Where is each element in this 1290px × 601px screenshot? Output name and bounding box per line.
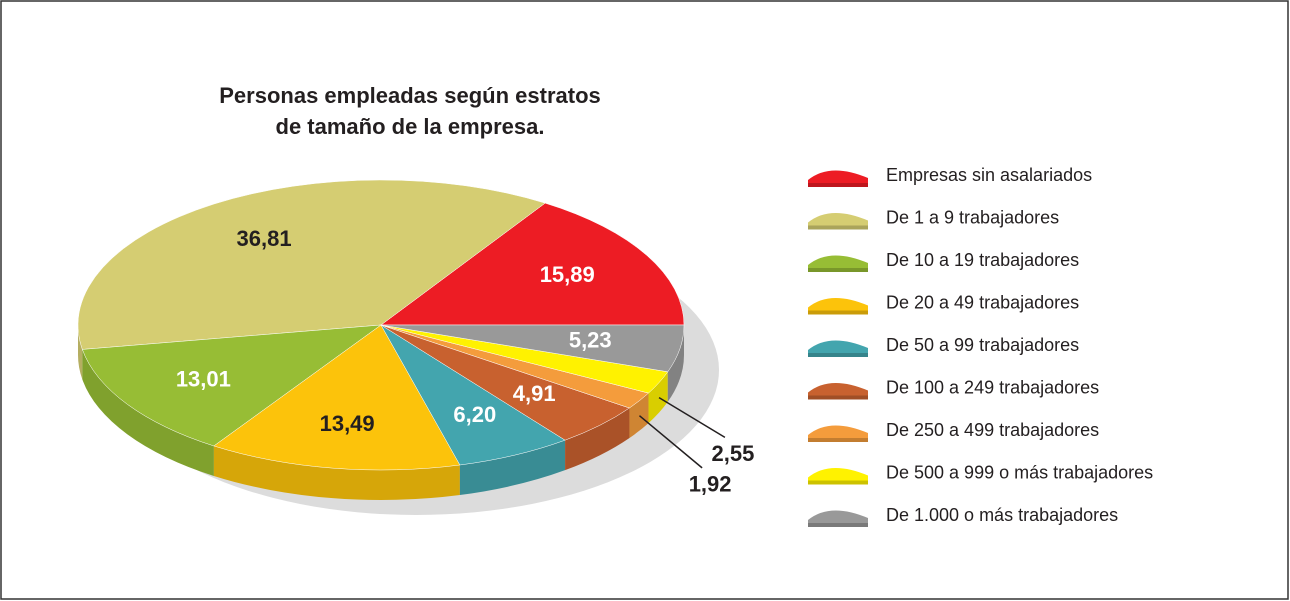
legend-label: De 250 a 499 trabajadores [886, 420, 1099, 440]
legend-swatch [808, 340, 868, 353]
pie-side [648, 371, 668, 424]
legend-swatch [808, 425, 868, 438]
legend-label: De 20 a 49 trabajadores [886, 292, 1079, 312]
legend-label: Empresas sin asalariados [886, 165, 1092, 185]
legend-swatch-side [808, 395, 868, 400]
data-label: 36,81 [237, 226, 292, 251]
pie-slice [380, 202, 685, 326]
chart-title: de tamaño de la empresa. [276, 114, 545, 139]
legend-swatch-side [808, 225, 868, 230]
pie-slice [380, 324, 685, 373]
legend-swatch [808, 255, 868, 268]
legend-swatch-side [808, 183, 868, 187]
pie-side [213, 445, 460, 501]
data-label: 4,91 [513, 381, 556, 406]
legend-label: De 500 a 999 o más trabajadores [886, 462, 1153, 482]
legend-swatch [808, 467, 868, 481]
data-label: 15,89 [540, 262, 595, 287]
legend-swatch [808, 212, 868, 226]
chart-title: Personas empleadas según estratos [219, 83, 601, 108]
legend-swatch [808, 382, 868, 396]
pie-slice [81, 324, 382, 447]
legend-swatch-side [808, 310, 868, 315]
pie-side [82, 349, 214, 476]
legend-label: De 50 a 99 trabajadores [886, 335, 1079, 355]
pie-slice [380, 324, 566, 466]
data-label: 5,23 [569, 327, 612, 352]
data-label: 13,01 [176, 366, 231, 391]
legend-swatch [808, 170, 868, 183]
legend-swatch-side [808, 438, 868, 442]
pie-side [565, 407, 630, 471]
legend-label: De 100 a 249 trabajadores [886, 377, 1099, 397]
pie-slice [77, 179, 546, 350]
data-label: 1,92 [689, 472, 732, 497]
legend-swatch-side [808, 268, 868, 272]
pie-slice [213, 324, 461, 471]
data-label: 6,20 [453, 402, 496, 427]
legend-label: De 1 a 9 trabajadores [886, 207, 1059, 227]
legend-label: De 10 a 19 trabajadores [886, 250, 1079, 270]
legend-swatch-side [808, 480, 868, 485]
legend-swatch [808, 297, 868, 311]
data-label: 13,49 [320, 411, 375, 436]
leader-line [638, 415, 703, 469]
leader-line [658, 396, 726, 439]
legend-label: De 1.000 o más trabajadores [886, 505, 1118, 525]
pie-side [667, 325, 684, 402]
legend-swatch-side [808, 523, 868, 527]
pie-side [459, 440, 566, 495]
legend-swatch-side [808, 353, 868, 357]
data-label: 2,55 [712, 441, 755, 466]
legend-swatch [808, 510, 868, 523]
pie-side [629, 393, 649, 438]
